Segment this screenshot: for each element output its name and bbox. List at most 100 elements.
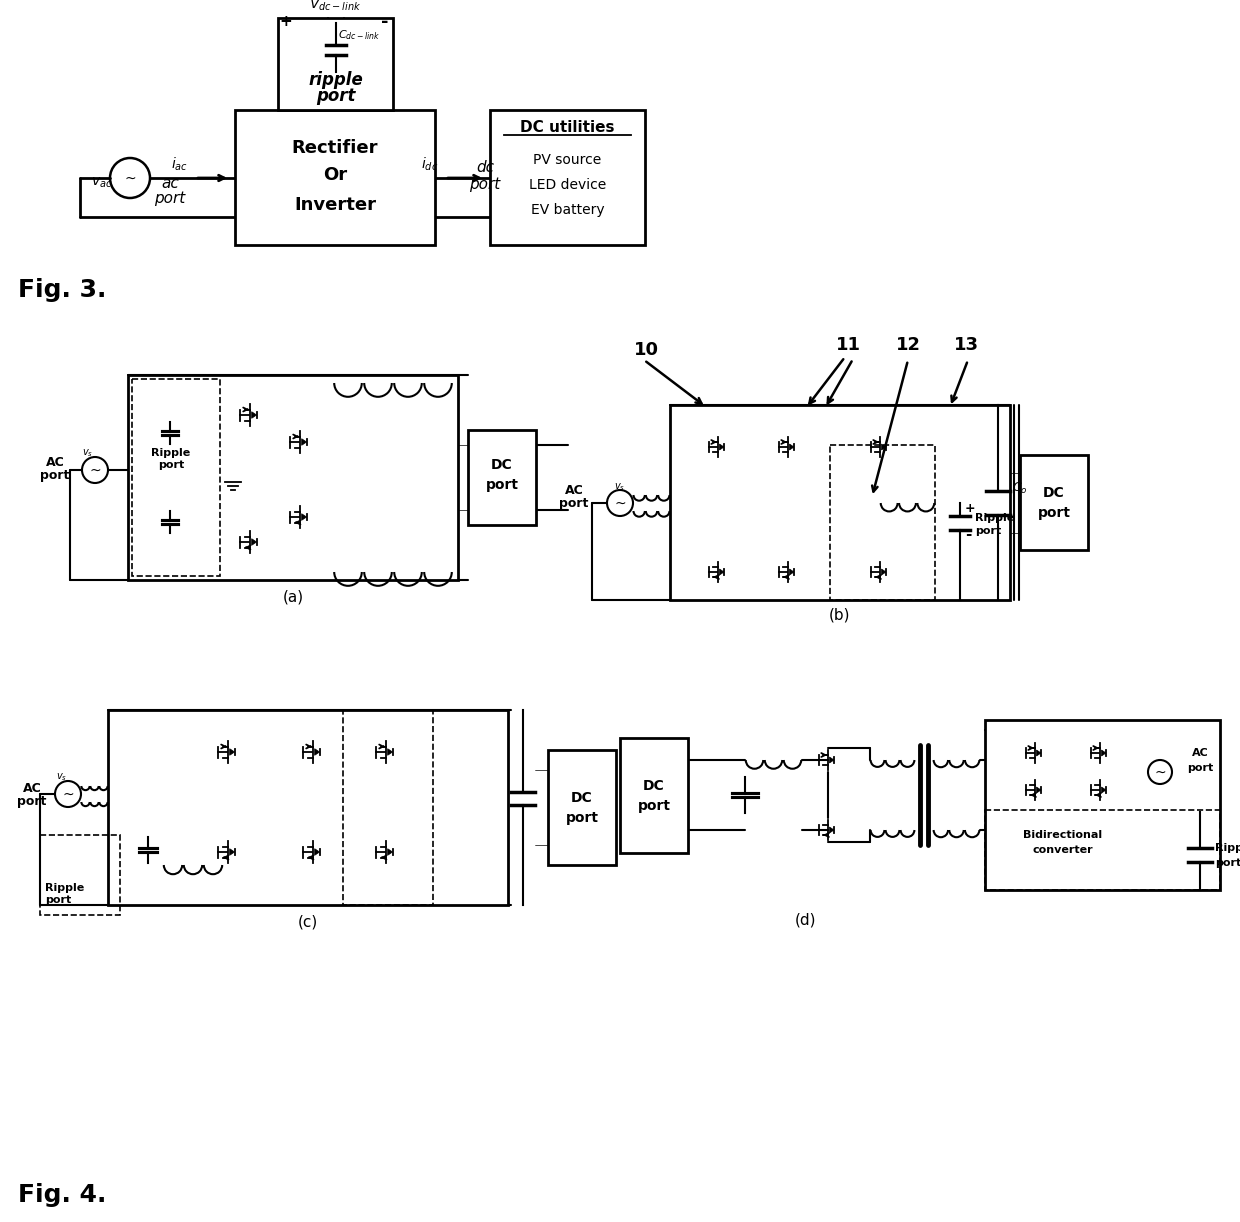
FancyBboxPatch shape: [128, 375, 458, 580]
FancyBboxPatch shape: [985, 720, 1220, 890]
Text: port: port: [154, 191, 186, 205]
Polygon shape: [719, 569, 724, 576]
Text: port: port: [45, 895, 71, 906]
Text: port: port: [316, 87, 355, 105]
Text: PV source: PV source: [533, 153, 601, 167]
Text: EV battery: EV battery: [531, 203, 604, 218]
Polygon shape: [388, 849, 393, 855]
Text: Ripple: Ripple: [1215, 843, 1240, 853]
Polygon shape: [315, 849, 320, 855]
Text: ~: ~: [124, 172, 136, 186]
Polygon shape: [1037, 750, 1042, 756]
Polygon shape: [252, 539, 257, 545]
Text: 13: 13: [954, 336, 980, 354]
Text: Fig. 3.: Fig. 3.: [19, 277, 107, 302]
FancyBboxPatch shape: [490, 110, 645, 244]
Text: port: port: [17, 794, 47, 808]
Text: AC: AC: [22, 782, 41, 794]
Text: port: port: [559, 497, 589, 511]
Polygon shape: [301, 513, 306, 521]
Text: AC: AC: [1192, 748, 1208, 758]
Text: port: port: [975, 525, 1001, 536]
Polygon shape: [301, 439, 306, 445]
Text: $C_{dc-link}$: $C_{dc-link}$: [339, 28, 381, 42]
Polygon shape: [1101, 750, 1106, 756]
Text: 12: 12: [897, 336, 921, 354]
Text: ~: ~: [89, 464, 100, 478]
Text: Ripple: Ripple: [151, 448, 191, 458]
Text: $C_o$: $C_o$: [1012, 480, 1028, 496]
Text: +: +: [965, 501, 976, 514]
Text: (b): (b): [830, 607, 851, 622]
Polygon shape: [388, 749, 393, 755]
Text: (a): (a): [283, 589, 304, 605]
Text: $v_s$: $v_s$: [615, 481, 625, 492]
Text: converter: converter: [1033, 844, 1094, 855]
Text: 11: 11: [836, 336, 861, 354]
Text: 10: 10: [634, 341, 658, 359]
Text: DC: DC: [1043, 486, 1065, 500]
Text: (d): (d): [795, 913, 816, 927]
Polygon shape: [1037, 787, 1042, 793]
FancyBboxPatch shape: [108, 710, 508, 906]
Polygon shape: [719, 444, 724, 450]
Text: port: port: [565, 811, 599, 825]
Text: $i_{ac}$: $i_{ac}$: [171, 155, 188, 172]
Text: ~: ~: [614, 497, 626, 511]
FancyBboxPatch shape: [620, 738, 688, 853]
Text: DC utilities: DC utilities: [521, 121, 615, 136]
Text: Ripple: Ripple: [975, 513, 1014, 523]
Text: $v_s$: $v_s$: [57, 771, 67, 783]
Polygon shape: [882, 444, 887, 450]
Text: port: port: [157, 459, 184, 470]
Polygon shape: [790, 444, 794, 450]
Text: Fig. 4.: Fig. 4.: [19, 1183, 107, 1207]
Text: Inverter: Inverter: [294, 196, 376, 214]
Text: port: port: [1038, 506, 1070, 521]
Polygon shape: [830, 756, 835, 763]
Text: DC: DC: [644, 778, 665, 793]
Text: $v_{ac}$: $v_{ac}$: [92, 176, 113, 191]
Text: port: port: [1215, 858, 1240, 868]
Polygon shape: [830, 827, 835, 833]
Text: Or: Or: [322, 166, 347, 185]
Text: -: -: [965, 528, 971, 543]
Text: Rectifier: Rectifier: [291, 139, 378, 156]
Text: AC: AC: [564, 484, 583, 497]
FancyBboxPatch shape: [1021, 455, 1087, 550]
Text: port: port: [41, 469, 69, 483]
Text: $V_{dc-link}$: $V_{dc-link}$: [309, 0, 362, 13]
FancyBboxPatch shape: [236, 110, 435, 244]
Text: ripple: ripple: [308, 71, 363, 89]
Text: +: +: [280, 15, 293, 29]
FancyBboxPatch shape: [670, 404, 1011, 600]
Text: -: -: [381, 13, 389, 31]
Text: port: port: [486, 478, 518, 492]
Text: Bidirectional: Bidirectional: [1023, 830, 1102, 840]
Text: ~: ~: [62, 788, 74, 802]
Text: Ripple: Ripple: [45, 884, 84, 893]
Text: (c): (c): [298, 914, 319, 930]
Text: DC: DC: [572, 791, 593, 805]
FancyBboxPatch shape: [548, 750, 616, 865]
Text: DC: DC: [491, 458, 513, 472]
Polygon shape: [252, 412, 257, 418]
Text: $v_s$: $v_s$: [82, 447, 93, 459]
Text: $i_{dc}$: $i_{dc}$: [422, 155, 439, 172]
Text: port: port: [637, 799, 671, 813]
Polygon shape: [1101, 787, 1106, 793]
FancyBboxPatch shape: [467, 430, 536, 525]
Polygon shape: [790, 569, 794, 576]
Text: port: port: [470, 176, 501, 192]
Polygon shape: [229, 849, 234, 855]
FancyBboxPatch shape: [278, 18, 393, 110]
Polygon shape: [229, 749, 234, 755]
Text: AC: AC: [46, 457, 64, 469]
Text: port: port: [1187, 763, 1213, 774]
Text: ac: ac: [161, 176, 179, 191]
Text: LED device: LED device: [529, 178, 606, 192]
Polygon shape: [882, 569, 887, 576]
Text: ~: ~: [1154, 766, 1166, 780]
Text: dc: dc: [476, 160, 494, 176]
Polygon shape: [315, 749, 320, 755]
